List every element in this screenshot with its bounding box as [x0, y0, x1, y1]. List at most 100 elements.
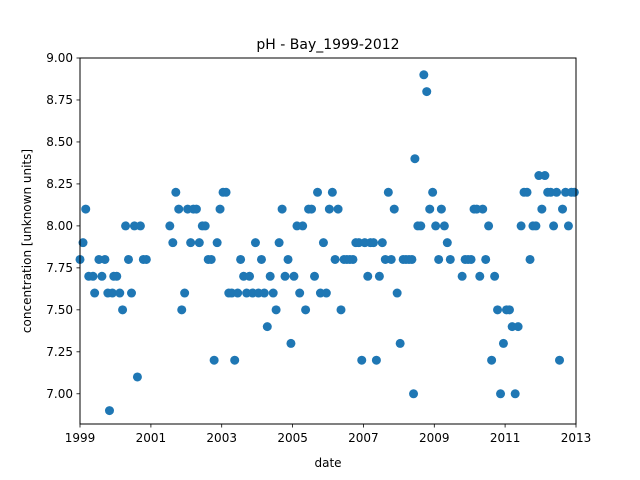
data-point [277, 204, 287, 214]
data-point [436, 204, 446, 214]
data-point [445, 254, 455, 264]
data-point [171, 187, 181, 197]
data-point [265, 271, 275, 281]
data-point [97, 271, 107, 281]
data-point [289, 271, 299, 281]
chart-title: pH - Bay_1999-2012 [256, 37, 399, 53]
data-point [504, 305, 514, 315]
data-point [395, 338, 405, 348]
data-point [212, 238, 222, 248]
data-point [250, 238, 260, 248]
data-point [215, 204, 225, 214]
y-tick-label: 8.75 [46, 93, 73, 107]
data-point [274, 238, 284, 248]
x-tick-label: 1999 [65, 431, 96, 445]
data-point [107, 288, 117, 298]
data-point [236, 254, 246, 264]
data-point [363, 271, 373, 281]
data-point [78, 238, 88, 248]
data-point [368, 238, 378, 248]
data-point [112, 271, 122, 281]
data-point [481, 254, 491, 264]
data-point [191, 204, 201, 214]
data-point [141, 254, 151, 264]
data-point [552, 187, 562, 197]
data-point [487, 355, 497, 365]
x-axis-label: date [314, 456, 341, 470]
y-axis-label: concentration [unknown units] [20, 149, 34, 333]
data-point [221, 187, 231, 197]
data-point [307, 204, 317, 214]
data-point [496, 389, 506, 399]
data-point [416, 221, 426, 231]
data-point [177, 305, 187, 315]
data-point [409, 389, 419, 399]
data-point [135, 221, 145, 231]
data-point [392, 288, 402, 298]
data-point [389, 204, 399, 214]
data-point [310, 271, 320, 281]
data-point [209, 355, 219, 365]
data-point [295, 288, 305, 298]
data-point [333, 204, 343, 214]
data-point [428, 187, 438, 197]
data-point [318, 238, 328, 248]
data-point [206, 254, 216, 264]
data-point [516, 221, 526, 231]
data-point [513, 322, 523, 332]
data-point [104, 406, 114, 416]
data-point [348, 254, 358, 264]
data-point [256, 254, 266, 264]
data-point [262, 322, 272, 332]
data-point [569, 187, 579, 197]
data-point [88, 271, 98, 281]
data-point [434, 254, 444, 264]
data-points [75, 70, 579, 416]
data-point [457, 271, 467, 281]
data-point [330, 254, 340, 264]
data-point [540, 171, 550, 181]
data-point [336, 305, 346, 315]
data-point [180, 288, 190, 298]
data-point [422, 87, 432, 97]
data-point [383, 187, 393, 197]
data-point [531, 221, 541, 231]
data-point [563, 221, 573, 231]
data-point [371, 355, 381, 365]
data-point [466, 254, 476, 264]
y-tick-label: 7.00 [46, 387, 73, 401]
data-point [386, 254, 396, 264]
y-tick-label: 7.75 [46, 261, 73, 275]
data-point [194, 238, 204, 248]
data-point [410, 154, 420, 164]
data-point [377, 238, 387, 248]
data-point [321, 288, 331, 298]
data-point [127, 288, 136, 298]
y-tick-label: 7.50 [46, 303, 73, 317]
y-axis: 7.00 7.25 7.50 7.75 8.00 8.25 8.50 8.75 9.00 [46, 51, 80, 401]
data-point [121, 221, 131, 231]
x-tick-label: 2005 [277, 431, 308, 445]
data-point [132, 372, 142, 382]
data-point [230, 355, 240, 365]
plot-frame [79, 57, 577, 425]
y-tick-label: 7.25 [46, 345, 73, 359]
data-point [558, 204, 568, 214]
data-point [555, 355, 565, 365]
data-point [301, 305, 311, 315]
data-point [200, 221, 210, 231]
data-point [245, 271, 255, 281]
data-point [313, 187, 323, 197]
data-point [186, 238, 196, 248]
data-point [407, 254, 417, 264]
y-tick-label: 8.25 [46, 177, 73, 191]
data-point [419, 70, 429, 80]
data-point [431, 221, 441, 231]
data-point [493, 305, 503, 315]
data-point [525, 254, 535, 264]
data-point [298, 221, 308, 231]
x-axis: 1999 2001 2003 2005 2007 2009 2011 2013 [65, 424, 591, 445]
data-point [174, 204, 184, 214]
data-point [283, 254, 293, 264]
